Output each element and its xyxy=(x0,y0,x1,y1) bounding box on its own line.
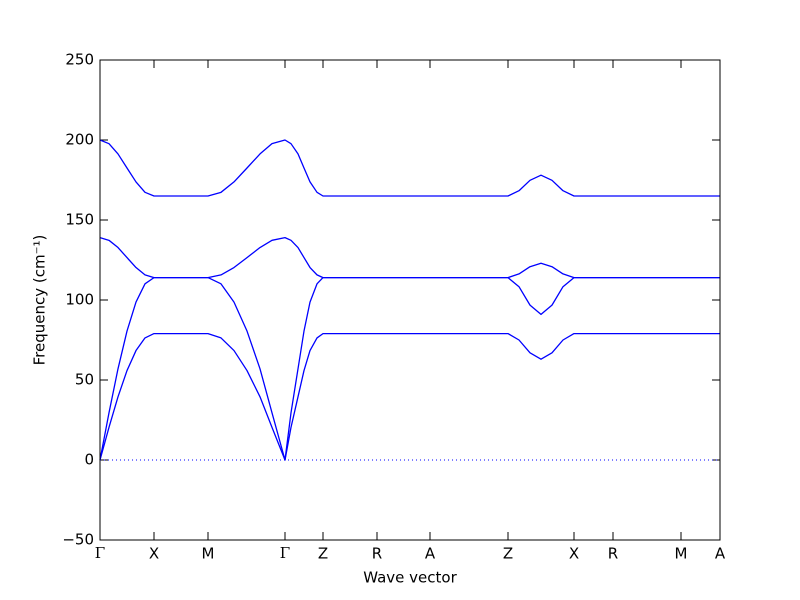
y-tick-label: −50 xyxy=(62,531,94,549)
x-tick-label: A xyxy=(715,545,726,563)
band-line xyxy=(99,332,720,461)
y-tick-label: 200 xyxy=(65,131,94,149)
x-tick-label: M xyxy=(675,545,688,563)
x-tick-label: R xyxy=(608,545,618,563)
band-line xyxy=(99,236,720,279)
y-tick-label: 50 xyxy=(75,371,94,389)
y-axis-label: Frequency (cm⁻¹) xyxy=(31,235,49,366)
y-tick-label: 150 xyxy=(65,211,94,229)
x-tick-label: X xyxy=(569,545,579,563)
x-tick-label: X xyxy=(149,545,159,563)
x-axis-label: Wave vector xyxy=(363,569,457,587)
x-tick-label: Γ xyxy=(95,544,105,562)
y-tick-label: 100 xyxy=(65,291,94,309)
x-tick-label: R xyxy=(372,545,382,563)
x-tick-label: A xyxy=(425,545,436,563)
x-tick-label: Z xyxy=(318,545,328,563)
y-tick-label: 0 xyxy=(84,451,94,469)
y-tick-label: 250 xyxy=(65,51,94,69)
x-tick-label: M xyxy=(202,545,215,563)
plot-frame xyxy=(99,59,721,541)
band-line xyxy=(99,276,720,461)
x-tick-label: Γ xyxy=(280,544,290,562)
x-tick-label: Z xyxy=(503,545,513,563)
band-line xyxy=(99,139,720,197)
